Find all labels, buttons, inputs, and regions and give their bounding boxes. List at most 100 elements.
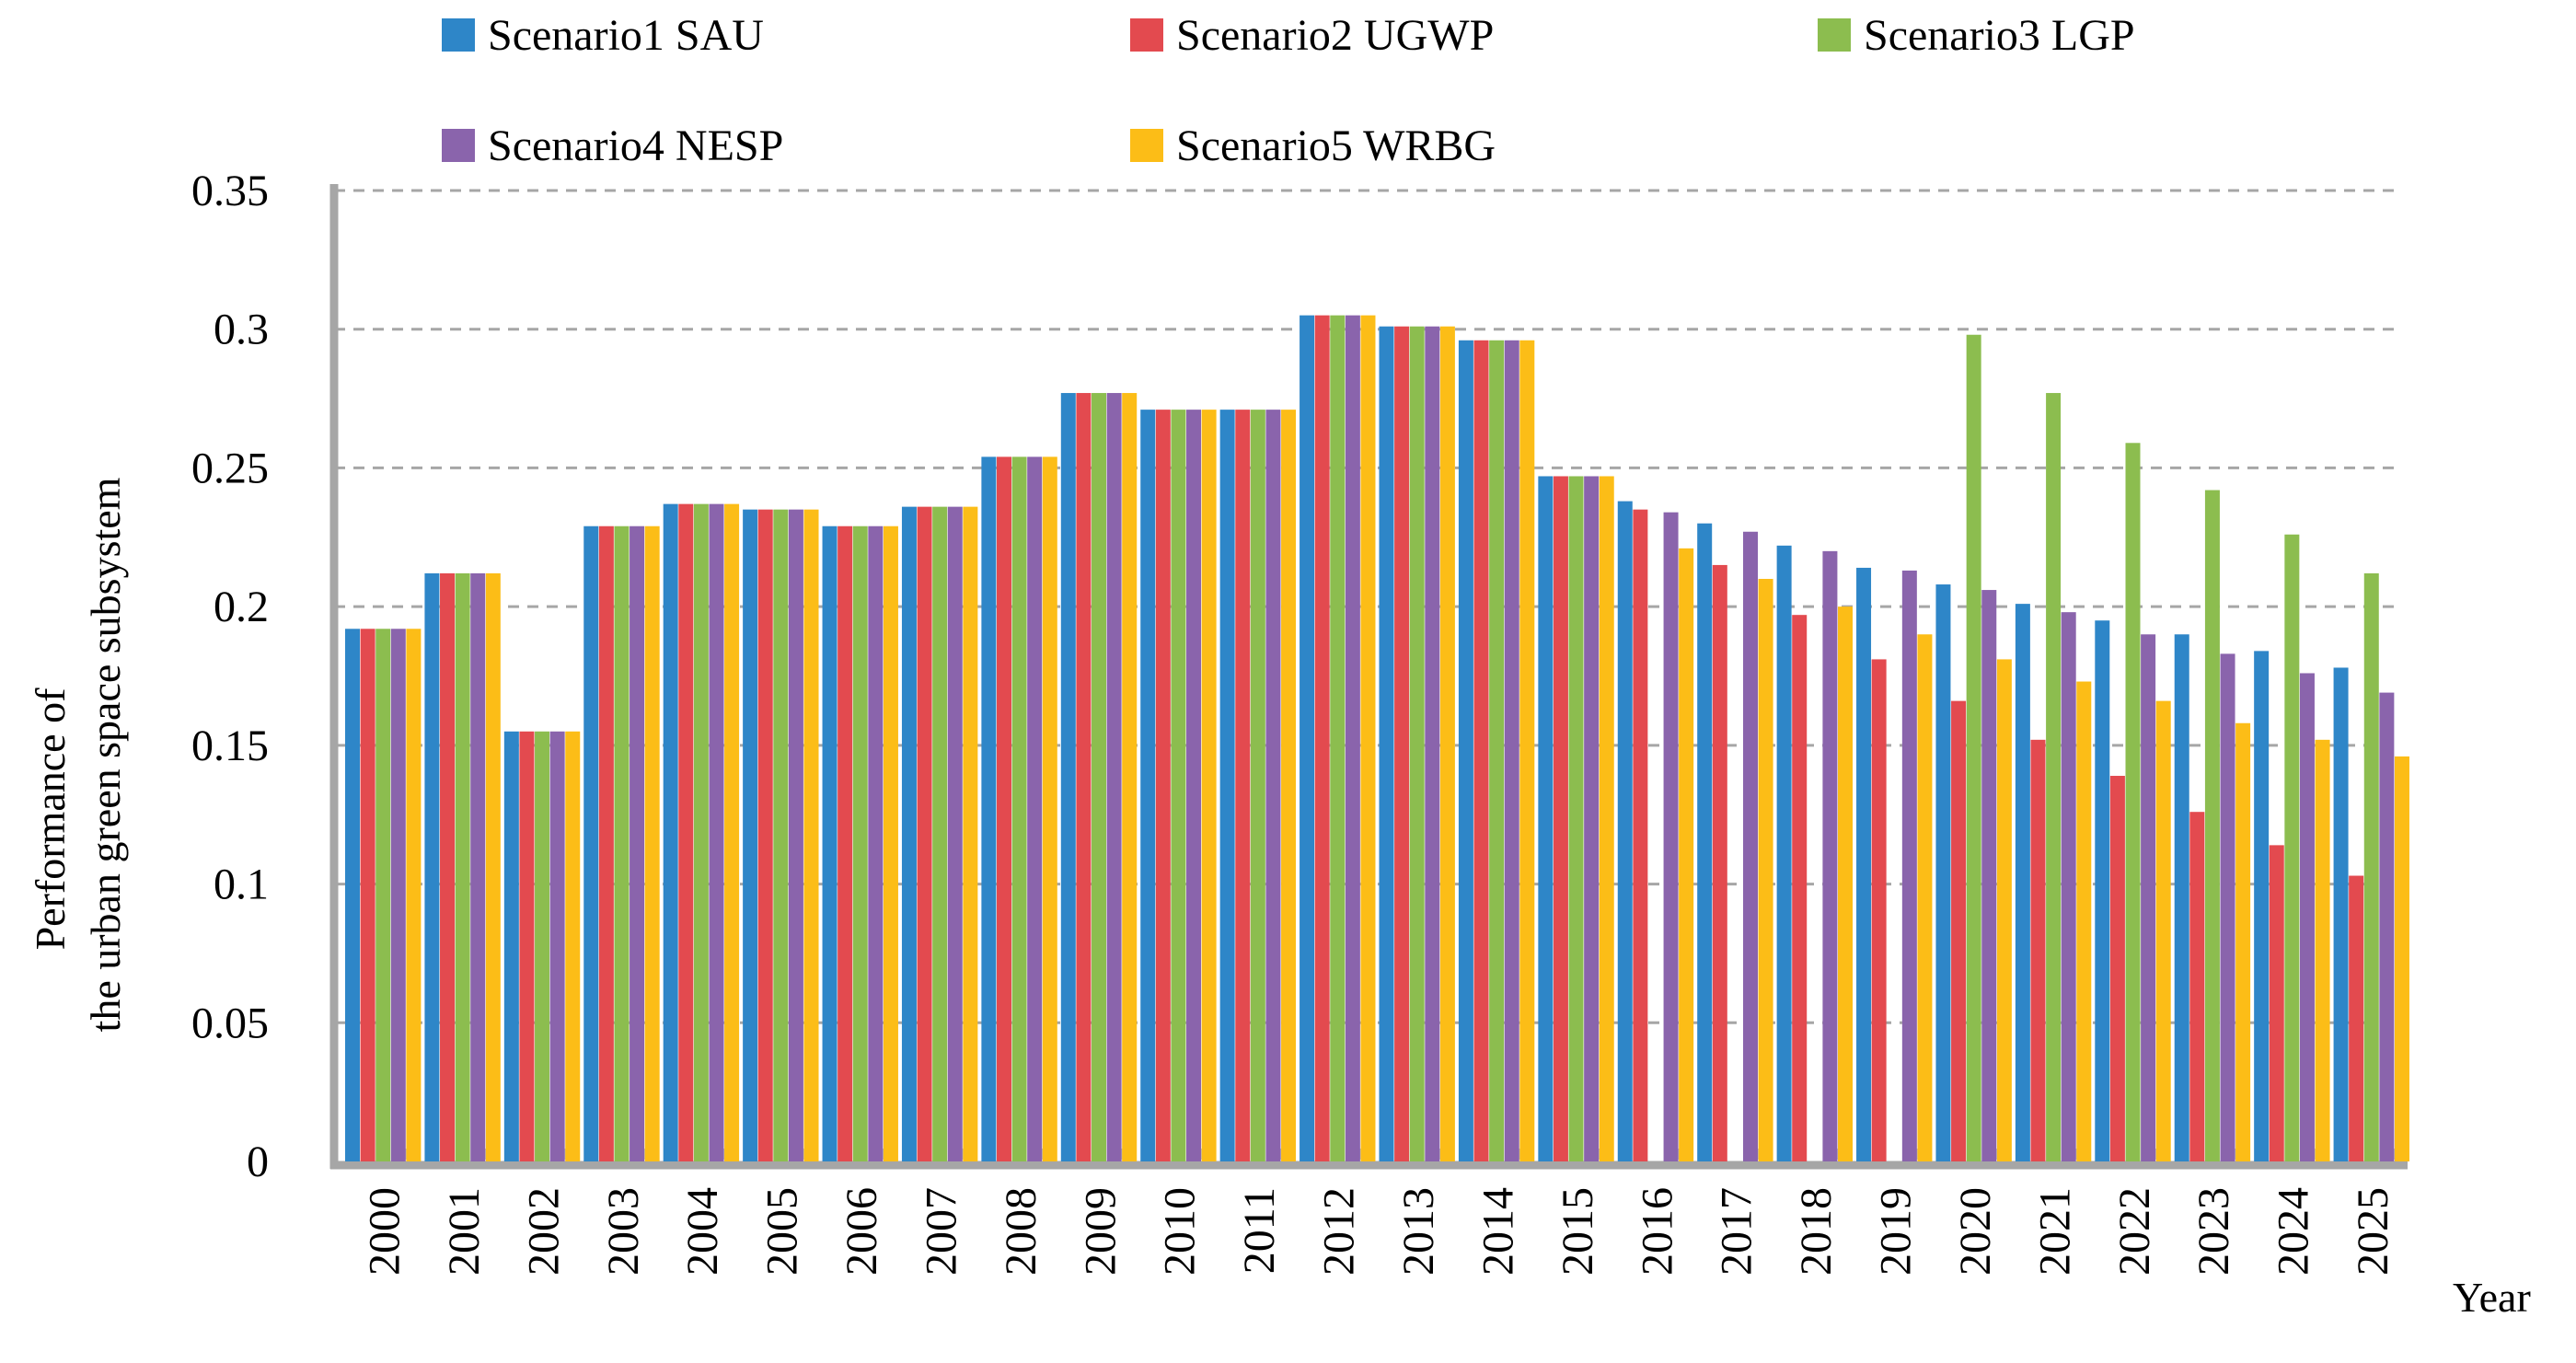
bar-2024-series-4 (2299, 673, 2315, 1161)
bar-2004-series-2 (678, 503, 694, 1161)
bar-2015-series-2 (1553, 476, 1568, 1161)
bar-2013-series-2 (1394, 326, 1410, 1161)
x-tick-label: 2011 (1235, 1187, 1284, 1274)
y-tick-labels: 0 0.05 0.1 0.15 0.2 0.25 0.3 0.35 (191, 167, 269, 1186)
bar-2011-series-1 (1219, 410, 1235, 1162)
x-axis-label: Year (2453, 1274, 2531, 1321)
bar-2014-series-5 (1519, 340, 1535, 1161)
bar-2020-series-4 (1981, 590, 1997, 1161)
y-tick-label: 0.1 (214, 861, 269, 909)
legend-label-series-3: Scenario3 LGP (1864, 11, 2135, 60)
bar-2000-series-1 (345, 629, 360, 1161)
bar-2003-series-3 (614, 526, 630, 1161)
x-tick-label: 2001 (440, 1187, 489, 1276)
bar-2011-series-5 (1281, 410, 1297, 1162)
bar-2014-series-1 (1458, 340, 1473, 1161)
legend-swatch-series-2 (1130, 18, 1163, 52)
bar-2007-series-3 (932, 506, 948, 1161)
bar-2002-series-4 (549, 731, 565, 1161)
x-tick-label: 2006 (837, 1187, 886, 1276)
bar-2021-series-1 (2015, 604, 2030, 1161)
bar-2013-series-1 (1379, 326, 1394, 1161)
y-tick-label: 0.25 (191, 444, 269, 492)
bar-2024-series-5 (2315, 739, 2330, 1161)
x-tick-label: 2023 (2189, 1187, 2238, 1276)
x-tick-label: 2012 (1315, 1187, 1364, 1276)
bar-2009-series-3 (1092, 393, 1107, 1161)
bar-2011-series-4 (1265, 410, 1281, 1162)
y-tick-label: 0.2 (214, 583, 269, 631)
bar-2018-series-4 (1822, 550, 1838, 1161)
bar-2003-series-5 (644, 526, 660, 1161)
x-tick-label: 2014 (1473, 1187, 1522, 1276)
y-tick-label: 0.3 (214, 306, 269, 354)
bar-2010-series-2 (1155, 410, 1171, 1162)
bar-2017-series-1 (1697, 523, 1713, 1161)
legend: Scenario1 SAU Scenario2 UGWP Scenario3 LGP… (442, 11, 2135, 170)
bar-2000-series-4 (390, 629, 406, 1161)
y-tick-label: 0.05 (191, 999, 269, 1047)
x-tick-label: 2016 (1633, 1187, 1681, 1276)
bar-2001-series-2 (440, 572, 456, 1161)
bar-2002-series-2 (519, 731, 535, 1161)
x-tick-label: 2021 (2030, 1187, 2079, 1276)
bar-2024-series-2 (2269, 845, 2284, 1161)
bar-2002-series-1 (503, 731, 519, 1161)
legend-swatch-series-1 (442, 18, 475, 52)
bar-2009-series-5 (1122, 393, 1138, 1161)
y-tick-label: 0.15 (191, 722, 269, 770)
bar-2008-series-2 (996, 456, 1011, 1161)
bar-2018-series-1 (1776, 545, 1792, 1161)
bar-2004-series-4 (709, 503, 724, 1161)
bar-2000-series-2 (360, 629, 375, 1161)
bar-2024-series-3 (2284, 534, 2300, 1161)
bar-2023-series-1 (2174, 634, 2189, 1161)
y-tick-label: 0 (247, 1138, 269, 1186)
bar-2020-series-5 (1996, 659, 2012, 1161)
bar-2022-series-5 (2155, 700, 2171, 1161)
bars (345, 315, 2409, 1162)
bar-2010-series-3 (1171, 410, 1186, 1162)
bar-2004-series-3 (693, 503, 709, 1161)
bar-2014-series-4 (1504, 340, 1519, 1161)
bar-2022-series-2 (2109, 776, 2125, 1161)
legend-swatch-series-5 (1130, 129, 1163, 162)
bar-2006-series-1 (822, 526, 837, 1161)
bar-2006-series-4 (868, 526, 884, 1161)
bar-2005-series-1 (743, 509, 758, 1161)
bar-2007-series-2 (917, 506, 932, 1161)
x-tick-label: 2015 (1554, 1187, 1602, 1276)
bar-2014-series-2 (1473, 340, 1489, 1161)
bar-2012-series-1 (1300, 315, 1315, 1162)
bar-2009-series-4 (1106, 393, 1122, 1161)
bar-2015-series-1 (1538, 476, 1554, 1161)
bar-2010-series-4 (1186, 410, 1202, 1162)
bar-2003-series-1 (583, 526, 599, 1161)
x-tick-label: 2022 (2110, 1187, 2159, 1276)
x-tick-label: 2005 (758, 1187, 807, 1276)
bar-2012-series-5 (1360, 315, 1376, 1162)
x-tick-label: 2019 (1872, 1187, 1921, 1276)
bar-2021-series-5 (2076, 681, 2092, 1161)
x-tick-label: 2025 (2349, 1187, 2397, 1276)
bar-2025-series-4 (2379, 692, 2395, 1161)
bar-2015-series-4 (1584, 476, 1600, 1161)
y-tick-label: 0.35 (191, 167, 269, 215)
bar-2023-series-3 (2204, 490, 2220, 1161)
x-tick-label: 2007 (917, 1187, 965, 1276)
bar-2023-series-5 (2235, 722, 2251, 1161)
bar-2005-series-2 (757, 509, 773, 1161)
y-axis-label-line-1: Performance of (27, 687, 74, 950)
bar-2024-series-1 (2254, 651, 2270, 1161)
bar-2021-series-3 (2046, 393, 2062, 1161)
bar-2017-series-5 (1758, 579, 1773, 1161)
bar-2004-series-5 (724, 503, 740, 1161)
x-tick-label: 2020 (1951, 1187, 2000, 1276)
bar-2017-series-4 (1742, 531, 1758, 1161)
y-axis-label-line-2: the urban green space subsystem (82, 477, 129, 1032)
bar-2019-series-4 (1901, 570, 1917, 1161)
bar-2022-series-3 (2125, 443, 2141, 1161)
bar-2019-series-2 (1871, 659, 1887, 1161)
bar-2016-series-2 (1633, 509, 1648, 1161)
